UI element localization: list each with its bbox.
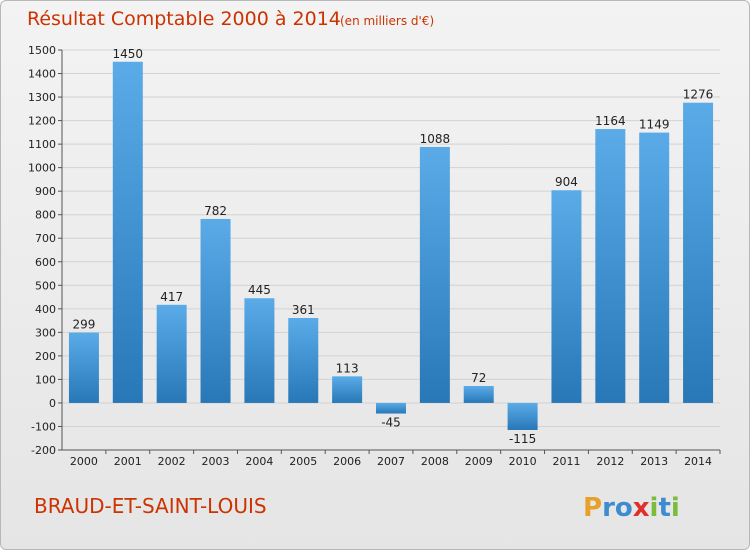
x-tick-label-2011: 2011 <box>552 455 580 468</box>
bar-2002 <box>156 304 187 403</box>
data-label-2008: 1088 <box>420 132 451 146</box>
bar-2004 <box>244 298 275 403</box>
x-tick-label-2013: 2013 <box>640 455 668 468</box>
bar-2010 <box>507 402 538 430</box>
x-axis: 2000 2001 2002 2003 2004 2005 2006 2007 2008 2009… <box>62 449 721 468</box>
data-label-2007: -45 <box>381 416 401 430</box>
x-tick-label-2009: 2009 <box>465 455 493 468</box>
proxiti-logo: Proxiti <box>583 493 680 523</box>
x-tick-label-2001: 2001 <box>114 455 142 468</box>
x-tick-label-2005: 2005 <box>289 455 317 468</box>
bar-2011 <box>551 190 582 403</box>
y-tick-label: 0 <box>49 397 56 410</box>
logo-letter: i <box>650 493 659 523</box>
y-tick-label: 1200 <box>28 115 56 128</box>
bar-2001 <box>112 61 143 403</box>
y-tick-label: 1000 <box>28 162 56 175</box>
data-label-2009: 72 <box>471 371 486 385</box>
y-tick-label: 800 <box>35 209 56 222</box>
logo-letter: x <box>633 493 650 523</box>
logo-letter: t <box>658 493 670 523</box>
chart-title: Résultat Comptable 2000 à 2014 <box>27 8 341 30</box>
data-label-2010: -115 <box>509 432 536 446</box>
bar-2013 <box>639 132 670 403</box>
bar-2005 <box>288 318 319 403</box>
logo-letter: i <box>671 493 680 523</box>
y-tick-label: 600 <box>35 256 56 269</box>
y-tick-label: 1400 <box>28 68 56 81</box>
bar-2003 <box>200 218 231 403</box>
bar-2012 <box>595 129 626 403</box>
x-tick-label-2000: 2000 <box>70 455 98 468</box>
y-tick-label: 1300 <box>28 91 56 104</box>
x-tick-label-2014: 2014 <box>684 455 712 468</box>
data-labels: 299 1450 417 782 445 361 113 -45 1088 72 -115 904 11… <box>72 47 713 446</box>
y-tick-label: 1500 <box>28 44 56 57</box>
x-tick-label-2008: 2008 <box>421 455 449 468</box>
bar-2014 <box>683 102 714 403</box>
y-tick-label: 400 <box>35 303 56 316</box>
data-label-2000: 299 <box>72 318 95 332</box>
y-tick-label: 1100 <box>28 138 56 151</box>
y-tick-label: 500 <box>35 279 56 292</box>
data-label-2012: 1164 <box>595 114 626 128</box>
y-axis: -200 -100 0 100 200 300 400 500 600 700 800 900 1000… <box>28 44 63 457</box>
bar-2006 <box>332 376 363 403</box>
x-tick-label-2007: 2007 <box>377 455 405 468</box>
y-tick-label: -100 <box>31 420 56 433</box>
bar-2009 <box>463 386 494 403</box>
logo-letter: o <box>615 493 633 523</box>
data-label-2001: 1450 <box>113 47 144 61</box>
unit-note: (en milliers d'€) <box>340 14 434 28</box>
data-label-2014: 1276 <box>683 88 714 102</box>
data-label-2006: 113 <box>336 361 359 375</box>
data-label-2004: 445 <box>248 283 271 297</box>
x-tick-label-2006: 2006 <box>333 455 361 468</box>
x-tick-label-2004: 2004 <box>245 455 273 468</box>
logo-letter: P <box>583 493 602 523</box>
data-label-2011: 904 <box>555 175 578 189</box>
y-tick-label: 700 <box>35 232 56 245</box>
data-label-2005: 361 <box>292 303 315 317</box>
city-name: BRAUD-ET-SAINT-LOUIS <box>34 494 267 518</box>
bar-2007 <box>376 402 406 414</box>
y-tick-label: -200 <box>31 444 56 457</box>
data-label-2003: 782 <box>204 204 227 218</box>
y-tick-label: 100 <box>35 373 56 386</box>
bar-2000 <box>68 332 99 403</box>
y-tick-label: 200 <box>35 350 56 363</box>
x-tick-label-2012: 2012 <box>596 455 624 468</box>
bars <box>68 61 714 430</box>
data-label-2013: 1149 <box>639 118 670 132</box>
logo-letter: r <box>602 493 615 523</box>
x-tick-label-2010: 2010 <box>509 455 537 468</box>
y-tick-label: 300 <box>35 326 56 339</box>
x-tick-label-2003: 2003 <box>202 455 230 468</box>
x-tick-label-2002: 2002 <box>158 455 186 468</box>
bar-2008 <box>419 146 450 403</box>
data-label-2002: 417 <box>160 290 183 304</box>
y-tick-label: 900 <box>35 185 56 198</box>
